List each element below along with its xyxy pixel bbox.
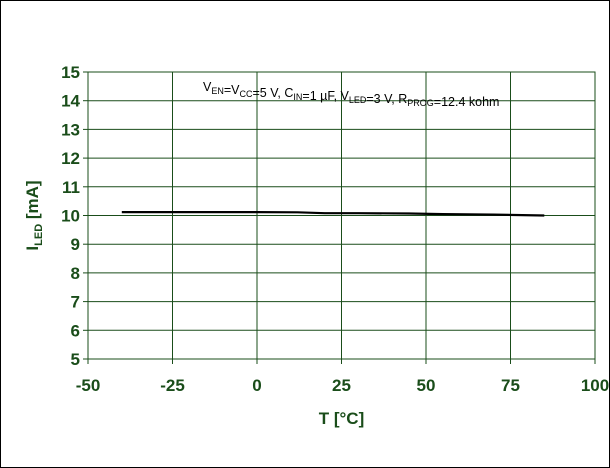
series-line xyxy=(121,211,545,217)
y-tick-label: 6 xyxy=(71,321,80,340)
conditions-annotation: VEN=VCC=5 V, CIN=1 µF, VLED=3 V, RPROG=1… xyxy=(203,80,499,109)
y-tick-label: 15 xyxy=(61,63,80,82)
y-tick-label: 13 xyxy=(61,120,80,139)
x-tick-label: -25 xyxy=(160,376,185,395)
y-tick-label: 9 xyxy=(71,235,80,254)
y-tick-label: 11 xyxy=(62,178,80,197)
x-tick-label: 100 xyxy=(581,376,609,395)
x-tick-label: 0 xyxy=(252,376,261,395)
y-tick-label: 10 xyxy=(61,207,80,226)
y-tick-label: 7 xyxy=(71,293,80,312)
y-axis-title: ILED [mA] xyxy=(23,180,45,250)
y-tick-label: 8 xyxy=(71,264,80,283)
x-tick-label: 50 xyxy=(417,376,436,395)
y-tick-label: 14 xyxy=(61,92,80,111)
y-tick-label: 5 xyxy=(71,350,80,369)
x-tick-label: -50 xyxy=(76,376,101,395)
x-tick-label: 25 xyxy=(332,376,351,395)
x-axis-title: T [°C] xyxy=(319,409,365,428)
y-tick-label: 12 xyxy=(61,149,80,168)
x-tick-label: 75 xyxy=(501,376,520,395)
